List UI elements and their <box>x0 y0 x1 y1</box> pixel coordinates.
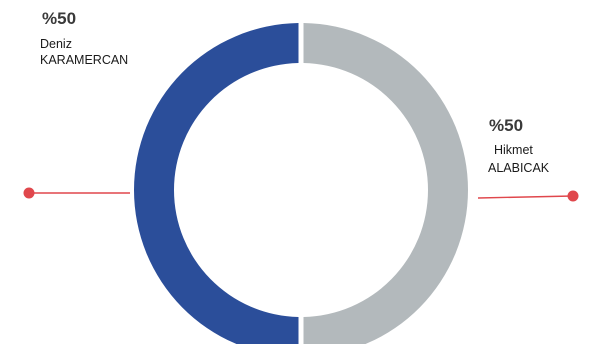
donut-slice-deniz-karamercan <box>134 23 299 344</box>
leader-line-right <box>478 196 573 198</box>
leader-dot-right <box>568 191 579 202</box>
slice-percent-label-left: %50 <box>42 9 76 28</box>
donut-slice-hikmet-alabicak <box>303 23 468 344</box>
slice-percent-label-right: %50 <box>489 116 523 135</box>
slice-name-line1-right: Hikmet <box>494 143 533 157</box>
leader-dot-left <box>24 188 35 199</box>
slice-name-line2-right: ALABICAK <box>488 161 550 175</box>
slice-name-line1-left: Deniz <box>40 37 72 51</box>
slice-name-line2-left: KARAMERCAN <box>40 53 128 67</box>
